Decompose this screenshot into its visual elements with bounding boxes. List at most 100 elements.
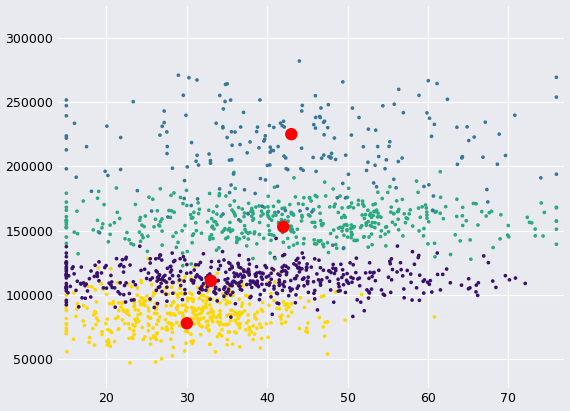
Point	[215, 330, 224, 337]
Point	[451, 231, 460, 238]
Point	[324, 268, 333, 274]
Point	[215, 92, 225, 99]
Point	[317, 293, 326, 300]
Point	[297, 108, 306, 114]
Point	[293, 240, 302, 247]
Point	[353, 237, 362, 244]
Point	[62, 243, 71, 250]
Point	[337, 274, 347, 281]
Point	[148, 293, 157, 300]
Point	[284, 218, 293, 224]
Point	[328, 265, 337, 271]
Point	[284, 292, 293, 299]
Point	[203, 322, 213, 328]
Point	[462, 124, 471, 130]
Point	[129, 279, 138, 285]
Point	[249, 323, 258, 329]
Point	[205, 327, 214, 333]
Point	[157, 257, 166, 263]
Point	[134, 307, 143, 314]
Point	[262, 264, 271, 271]
Point	[223, 81, 232, 87]
Point	[229, 171, 238, 177]
Point	[298, 214, 307, 220]
Point	[258, 276, 267, 282]
Point	[215, 186, 224, 192]
Point	[361, 220, 370, 226]
Point	[299, 194, 308, 201]
Point	[241, 326, 250, 333]
Point	[297, 218, 306, 224]
Point	[77, 264, 86, 270]
Point	[552, 204, 561, 210]
Point	[137, 267, 146, 274]
Point	[292, 257, 301, 263]
Point	[482, 213, 491, 219]
Point	[62, 166, 71, 172]
Point	[336, 193, 345, 199]
Point	[382, 157, 391, 163]
Point	[62, 271, 71, 277]
Point	[220, 296, 229, 302]
Point	[128, 322, 137, 328]
Point	[62, 330, 71, 337]
Point	[209, 289, 218, 296]
Point	[366, 222, 375, 229]
Point	[488, 278, 497, 284]
Point	[428, 207, 437, 213]
Point	[219, 321, 228, 328]
Point	[105, 222, 115, 229]
Point	[72, 174, 81, 180]
Point	[261, 132, 270, 139]
Point	[339, 272, 348, 278]
Point	[398, 196, 407, 203]
Point	[256, 306, 266, 312]
Point	[209, 312, 218, 319]
Point	[279, 267, 288, 274]
Point	[453, 124, 462, 131]
Point	[180, 195, 189, 202]
Point	[523, 214, 532, 221]
Point	[226, 312, 235, 318]
Point	[315, 257, 324, 263]
Point	[144, 313, 153, 320]
Point	[235, 313, 244, 319]
Point	[264, 334, 273, 341]
Point	[199, 315, 208, 321]
Point	[149, 333, 158, 339]
Point	[144, 194, 153, 201]
Point	[302, 264, 311, 270]
Point	[349, 237, 359, 244]
Point	[193, 77, 202, 83]
Point	[62, 259, 71, 266]
Point	[127, 240, 136, 247]
Point	[314, 277, 323, 283]
Point	[156, 185, 165, 192]
Point	[233, 312, 242, 319]
Point	[341, 195, 350, 201]
Point	[394, 216, 403, 222]
Point	[310, 290, 319, 297]
Point	[187, 304, 196, 311]
Point	[155, 223, 164, 229]
Point	[178, 313, 188, 319]
Point	[110, 338, 119, 345]
Point	[193, 152, 202, 159]
Point	[281, 155, 290, 161]
Point	[213, 319, 222, 325]
Point	[245, 326, 254, 332]
Point	[140, 223, 149, 230]
Point	[283, 166, 292, 173]
Point	[194, 321, 203, 327]
Point	[367, 223, 376, 230]
Point	[266, 144, 275, 150]
Point	[62, 261, 71, 267]
Point	[315, 238, 324, 245]
Point	[354, 197, 363, 203]
Point	[349, 223, 359, 230]
Point	[433, 80, 442, 87]
Point	[349, 205, 358, 211]
Point	[473, 292, 482, 299]
Point	[235, 296, 244, 302]
Point	[365, 290, 374, 296]
